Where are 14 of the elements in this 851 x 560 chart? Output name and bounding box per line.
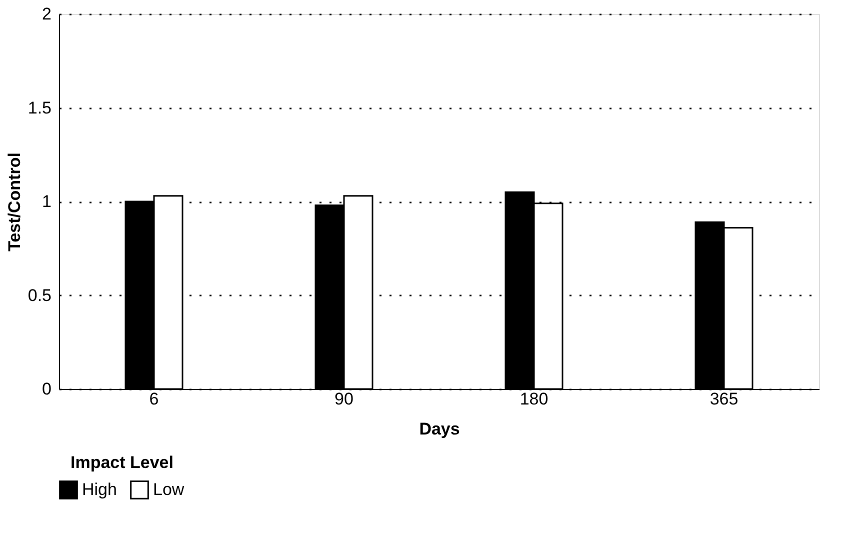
y-tick-label: 2 [42, 4, 52, 24]
y-tick-label: 0 [42, 380, 52, 398]
y-tick-label: 1 [42, 192, 52, 211]
y-tick-label: 1.5 [28, 98, 52, 118]
x-tick-label: 6 [149, 390, 159, 408]
x-tick-label: 180 [520, 390, 548, 408]
legend-label: Low [153, 480, 185, 499]
y-tick-label: 0.5 [28, 286, 52, 305]
x-axis-title: Days [419, 420, 460, 438]
y-axis-title: Test/Control [4, 152, 24, 252]
x-tick-label: 90 [334, 390, 354, 408]
legend-title: Impact Level [70, 453, 174, 472]
legend-label: High [82, 480, 117, 499]
x-tick-label: 365 [710, 390, 738, 408]
